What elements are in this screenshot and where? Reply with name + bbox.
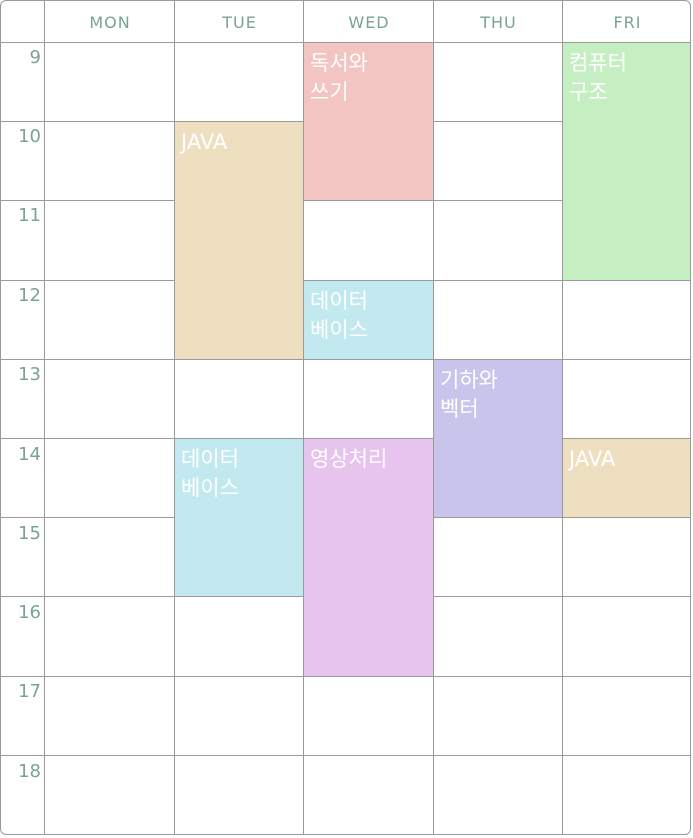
hour-label-18: 18 [18,761,41,782]
hour-label-11: 11 [18,205,41,226]
hour-label-17: 17 [18,681,41,702]
hour-label-12: 12 [18,285,41,306]
course-block[interactable]: JAVA [562,438,690,518]
grid-row-divider [1,834,690,835]
hour-label-10: 10 [18,126,41,147]
course-block[interactable]: 데이터 베이스 [303,280,434,360]
course-block[interactable]: 기하와 벡터 [433,359,563,518]
grid-column-divider [174,1,175,834]
day-header-thu: THU [480,12,517,32]
grid-row-divider [1,755,690,756]
day-header-fri: FRI [613,12,642,32]
course-block[interactable]: JAVA [174,121,304,360]
day-header-wed: WED [348,12,390,32]
grid-column-divider [303,1,304,834]
course-block[interactable]: 영상처리 [303,438,434,677]
hour-label-14: 14 [18,444,41,465]
day-header-tue: TUE [222,12,257,32]
hour-label-13: 13 [18,364,41,385]
course-block[interactable]: 컴퓨터 구조 [562,42,690,281]
grid-column-divider [44,1,45,834]
hour-label-15: 15 [18,523,41,544]
course-block[interactable]: 독서와 쓰기 [303,42,434,201]
hour-label-16: 16 [18,602,41,623]
course-block[interactable]: 데이터 베이스 [174,438,304,597]
day-header-mon: MON [89,12,131,32]
hour-label-9: 9 [29,47,41,68]
